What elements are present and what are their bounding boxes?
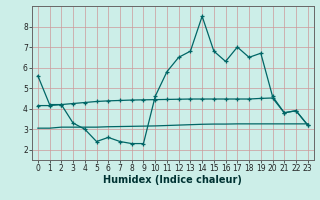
X-axis label: Humidex (Indice chaleur): Humidex (Indice chaleur) <box>103 175 242 185</box>
